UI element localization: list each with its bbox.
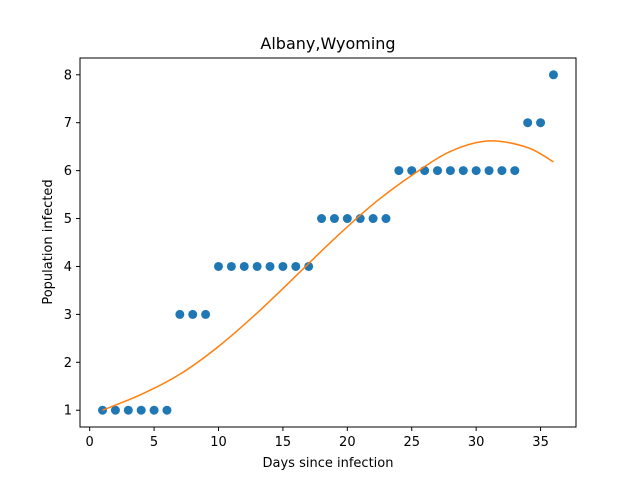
scatter-point — [110, 405, 120, 415]
y-tick-label: 5 — [64, 212, 72, 227]
x-tick-label: 35 — [532, 435, 549, 450]
scatter-point — [175, 309, 185, 319]
plot-frame — [79, 57, 577, 428]
x-axis-label: Days since infection — [263, 456, 394, 471]
scatter-point — [407, 166, 417, 176]
scatter-point — [162, 405, 172, 415]
scatter-point — [317, 214, 327, 224]
scatter-point — [484, 166, 494, 176]
scatter-point — [226, 261, 236, 271]
scatter-point — [201, 309, 211, 319]
y-tick-label: 8 — [64, 68, 72, 83]
chart-title: Albany,Wyoming — [260, 34, 395, 53]
x-tick-label: 25 — [403, 435, 420, 450]
scatter-point — [136, 405, 146, 415]
scatter-point — [123, 405, 133, 415]
fit-curve — [102, 140, 554, 411]
y-tick-label: 7 — [64, 116, 72, 131]
scatter-point — [536, 118, 546, 128]
scatter-point — [252, 261, 262, 271]
scatter-point — [368, 214, 378, 224]
scatter-point — [239, 261, 249, 271]
scatter-point — [445, 166, 455, 176]
scatter-point — [342, 214, 352, 224]
x-tick-label: 10 — [210, 435, 227, 450]
y-tick-label: 2 — [64, 356, 72, 371]
x-tick-label: 5 — [150, 435, 158, 450]
scatter-point — [304, 261, 314, 271]
y-tick-label: 6 — [64, 164, 72, 179]
scatter-point — [265, 261, 275, 271]
chart-ticks: 0 5 10 15 20 25 30 35 1 2 3 4 5 6 7 8 — [64, 68, 549, 450]
scatter-point — [471, 166, 481, 176]
scatter-point — [497, 166, 507, 176]
scatter-point — [433, 166, 443, 176]
scatter-point — [149, 405, 159, 415]
x-tick-label: 20 — [339, 435, 356, 450]
x-tick-label: 15 — [275, 435, 292, 450]
scatter-point — [329, 214, 339, 224]
y-tick-label: 1 — [64, 404, 72, 419]
scatter-point — [291, 261, 301, 271]
y-tick-label: 4 — [64, 260, 72, 275]
scatter-point — [548, 70, 558, 80]
y-tick-label: 3 — [64, 308, 72, 323]
scatter-point — [458, 166, 468, 176]
scatter-point — [510, 166, 520, 176]
scatter-point — [381, 214, 391, 224]
scatter-point — [278, 261, 288, 271]
scatter-point — [523, 118, 533, 128]
y-axis-label: Population infected — [41, 179, 56, 304]
scatter-point — [188, 309, 198, 319]
x-tick-label: 0 — [86, 435, 94, 450]
scatter-point — [394, 166, 404, 176]
x-tick-label: 30 — [468, 435, 485, 450]
scatter-point — [213, 261, 223, 271]
chart-marks — [98, 70, 558, 415]
